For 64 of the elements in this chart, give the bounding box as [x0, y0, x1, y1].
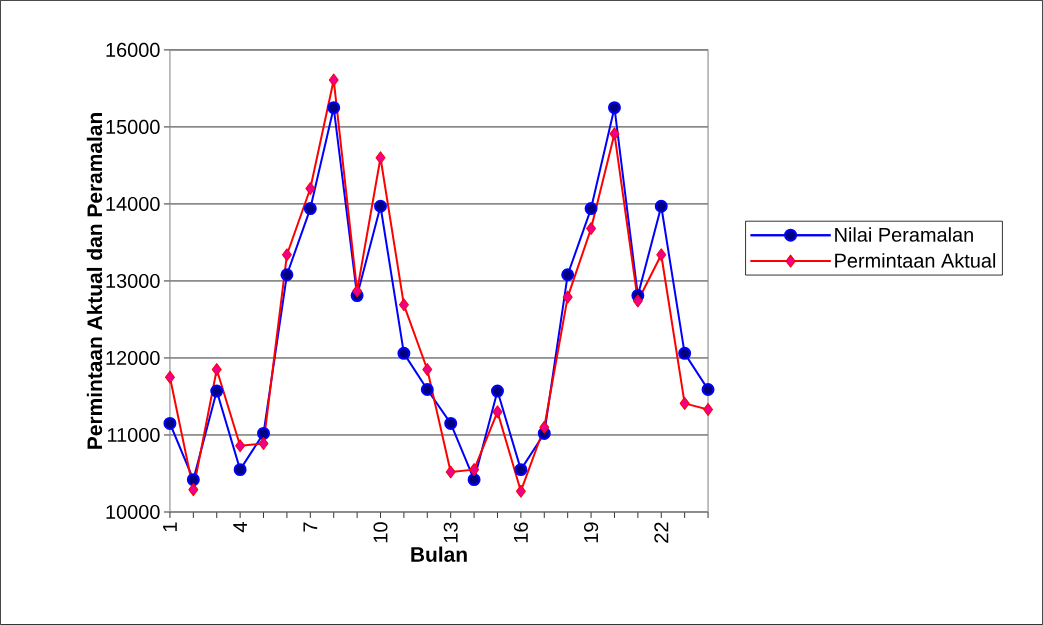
y-tick-label: 14000: [106, 196, 160, 212]
point: [397, 346, 411, 360]
y-tick-label: 12000: [106, 350, 160, 366]
y-tick-label: 15000: [106, 119, 160, 135]
point: [703, 403, 714, 417]
legend-label: Nilai Peramalan: [835, 227, 973, 242]
point: [656, 248, 667, 262]
point: [374, 199, 387, 213]
point: [398, 298, 409, 312]
y-tick-label: 10000: [106, 504, 160, 520]
point: [515, 484, 526, 498]
point: [607, 101, 621, 115]
point: [679, 396, 690, 410]
x-tick-label: 7: [303, 522, 318, 532]
point: [492, 405, 503, 419]
point: [375, 151, 386, 165]
point: [586, 222, 597, 236]
point: [258, 437, 269, 450]
point: [562, 290, 573, 304]
x-tick-label: 19: [584, 522, 599, 543]
x-tick-label: 1: [163, 522, 177, 532]
x-tick-label: 4: [233, 522, 247, 533]
x-tick-label: 13: [443, 522, 458, 543]
point: [305, 182, 316, 196]
point: [186, 473, 200, 487]
point: [281, 248, 292, 262]
point: [163, 416, 177, 430]
point: [164, 370, 175, 384]
point: [584, 202, 598, 216]
point: [280, 268, 294, 282]
y-tick-label: 13000: [106, 273, 160, 289]
x-axis-title: Bulan: [411, 546, 467, 562]
point: [352, 284, 363, 298]
point: [235, 439, 246, 453]
point: [514, 463, 528, 477]
point: [609, 127, 620, 141]
point: [491, 384, 504, 398]
point: [445, 465, 456, 479]
point: [654, 199, 668, 213]
point: [257, 427, 270, 440]
point: [469, 463, 480, 477]
point: [211, 363, 222, 377]
point: [539, 420, 550, 434]
x-tick-label: 10: [373, 522, 388, 543]
point: [422, 363, 433, 377]
point: [632, 294, 643, 308]
y-tick-label: 11000: [107, 427, 160, 443]
x-tick-label: 22: [654, 522, 669, 543]
point: [444, 416, 458, 430]
point: [328, 73, 339, 87]
y-axis-title: Permintaan Aktual dan Peramalan: [86, 113, 103, 449]
point: [701, 383, 715, 397]
point: [303, 202, 317, 216]
point: [467, 473, 481, 487]
point: [561, 268, 575, 282]
point: [188, 483, 199, 497]
point: [327, 101, 341, 115]
y-tick-label: 16000: [106, 42, 160, 57]
point: [210, 384, 224, 398]
legend-label: Permintaan Aktual: [835, 253, 996, 268]
point: [233, 463, 247, 477]
x-tick-label: 16: [513, 522, 528, 543]
point: [420, 383, 434, 397]
point: [678, 346, 692, 360]
